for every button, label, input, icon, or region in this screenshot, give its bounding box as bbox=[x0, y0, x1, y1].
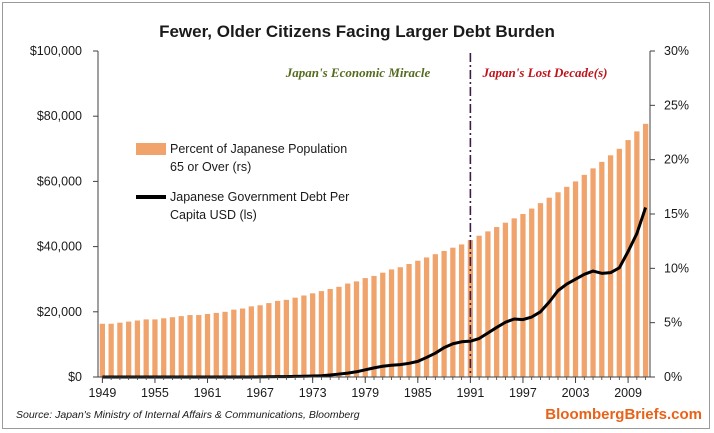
bar-1972 bbox=[301, 295, 307, 377]
x-tick-label: 1979 bbox=[351, 386, 379, 400]
bar-1951 bbox=[117, 322, 123, 377]
bar-2008 bbox=[616, 148, 622, 377]
x-tick-label: 1949 bbox=[88, 386, 116, 400]
bar-1990 bbox=[458, 244, 465, 377]
bar-1977 bbox=[345, 283, 351, 377]
bar-1954 bbox=[143, 319, 149, 377]
x-tick-label: 1967 bbox=[246, 386, 274, 400]
bar-1957 bbox=[169, 317, 176, 377]
left-tick-label: $40,000 bbox=[37, 240, 82, 254]
annotation-lost-decades: Japan's Lost Decade(s) bbox=[482, 65, 608, 80]
annotation-economic-miracle: Japan's Economic Miracle bbox=[285, 65, 431, 80]
bar-1953 bbox=[134, 320, 141, 377]
left-tick-label: $60,000 bbox=[37, 174, 82, 188]
bar-1971 bbox=[292, 297, 298, 377]
bar-1983 bbox=[397, 267, 403, 377]
bar-1949 bbox=[99, 323, 106, 377]
bar-1999 bbox=[537, 203, 544, 377]
bar-1968 bbox=[266, 303, 272, 377]
bar-2001 bbox=[555, 192, 561, 377]
bar-1987 bbox=[432, 254, 438, 377]
right-tick-label: 25% bbox=[664, 98, 689, 112]
bar-1958 bbox=[178, 316, 184, 377]
bar-1994 bbox=[494, 227, 500, 377]
bar-1975 bbox=[327, 288, 333, 377]
bar-2000 bbox=[546, 197, 552, 377]
left-tick-label: $100,000 bbox=[30, 44, 82, 58]
right-tick-label: 20% bbox=[664, 153, 689, 167]
bar-1965 bbox=[239, 308, 246, 377]
x-tick-label: 1973 bbox=[299, 386, 327, 400]
bar-1962 bbox=[213, 312, 219, 377]
bar-1976 bbox=[336, 286, 342, 377]
bar-1995 bbox=[502, 222, 509, 377]
legend-line-label-line2: Capita USD (ls) bbox=[170, 208, 257, 222]
axes: $0 $20,000 $40,000 $60,000 $80,000 $100,000 0%… bbox=[30, 44, 689, 400]
bar-1982 bbox=[388, 269, 395, 377]
bar-1950 bbox=[108, 323, 114, 377]
bar-1969 bbox=[274, 300, 281, 377]
bar-1960 bbox=[196, 315, 202, 377]
left-tick-label: $0 bbox=[68, 370, 82, 384]
bar-1996 bbox=[511, 218, 517, 377]
bar-1993 bbox=[485, 231, 491, 377]
bar-1963 bbox=[222, 311, 228, 377]
bar-1964 bbox=[231, 309, 237, 377]
bar-1978 bbox=[353, 281, 360, 377]
bar-1992 bbox=[476, 235, 482, 377]
bar-2006 bbox=[599, 161, 605, 377]
bar-2011 bbox=[642, 123, 649, 377]
right-tick-label: 30% bbox=[664, 44, 689, 58]
x-tick-label: 1985 bbox=[404, 386, 432, 400]
bar-2007 bbox=[607, 155, 614, 377]
x-tick-label: 1955 bbox=[141, 386, 169, 400]
legend-line-label-line1: Japanese Government Debt Per bbox=[170, 190, 349, 204]
bar-1959 bbox=[187, 315, 193, 377]
bar-1979 bbox=[362, 278, 368, 377]
x-tick-label: 2009 bbox=[614, 386, 642, 400]
bar-1989 bbox=[450, 247, 456, 377]
legend-bar-swatch bbox=[136, 143, 166, 155]
bar-1985 bbox=[415, 260, 421, 377]
bar-1973 bbox=[310, 293, 316, 377]
bar-1988 bbox=[441, 250, 447, 377]
bloomberg-briefs-brand: BloombergBriefs.com bbox=[545, 406, 702, 423]
bar-1974 bbox=[318, 291, 325, 377]
bar-1966 bbox=[248, 306, 254, 377]
source-note: Source: Japan's Ministry of Internal Aff… bbox=[16, 409, 360, 421]
bar-1998 bbox=[529, 208, 535, 377]
bar-2005 bbox=[590, 168, 596, 377]
bar-1955 bbox=[152, 319, 158, 377]
right-tick-label: 10% bbox=[664, 261, 689, 275]
x-tick-label: 1961 bbox=[194, 386, 222, 400]
bar-2010 bbox=[634, 131, 640, 377]
right-tick-label: 15% bbox=[664, 207, 689, 221]
right-tick-label: 0% bbox=[664, 370, 682, 384]
bar-1961 bbox=[204, 313, 211, 377]
bar-1984 bbox=[406, 263, 412, 377]
x-tick-label: 2003 bbox=[562, 386, 590, 400]
bar-1952 bbox=[126, 321, 132, 377]
bar-1970 bbox=[283, 299, 290, 377]
bar-2002 bbox=[564, 186, 570, 377]
legend: Percent of Japanese Population 65 or Ove… bbox=[136, 142, 349, 222]
x-tick-label: 1991 bbox=[456, 386, 484, 400]
bar-1986 bbox=[423, 257, 430, 377]
chart-title: Fewer, Older Citizens Facing Larger Debt… bbox=[159, 22, 555, 41]
legend-bar-label-line1: Percent of Japanese Population bbox=[170, 142, 347, 156]
x-tick-label: 1997 bbox=[509, 386, 537, 400]
bar-1967 bbox=[257, 305, 263, 377]
right-tick-label: 5% bbox=[664, 316, 682, 330]
bar-1956 bbox=[161, 318, 167, 377]
left-tick-label: $80,000 bbox=[37, 109, 82, 123]
bar-1980 bbox=[371, 275, 377, 377]
bar-2009 bbox=[625, 140, 631, 377]
left-tick-label: $20,000 bbox=[37, 305, 82, 319]
bar-1981 bbox=[380, 272, 386, 377]
legend-bar-label-line2: 65 or Over (rs) bbox=[170, 160, 251, 174]
bar-1997 bbox=[520, 214, 526, 377]
